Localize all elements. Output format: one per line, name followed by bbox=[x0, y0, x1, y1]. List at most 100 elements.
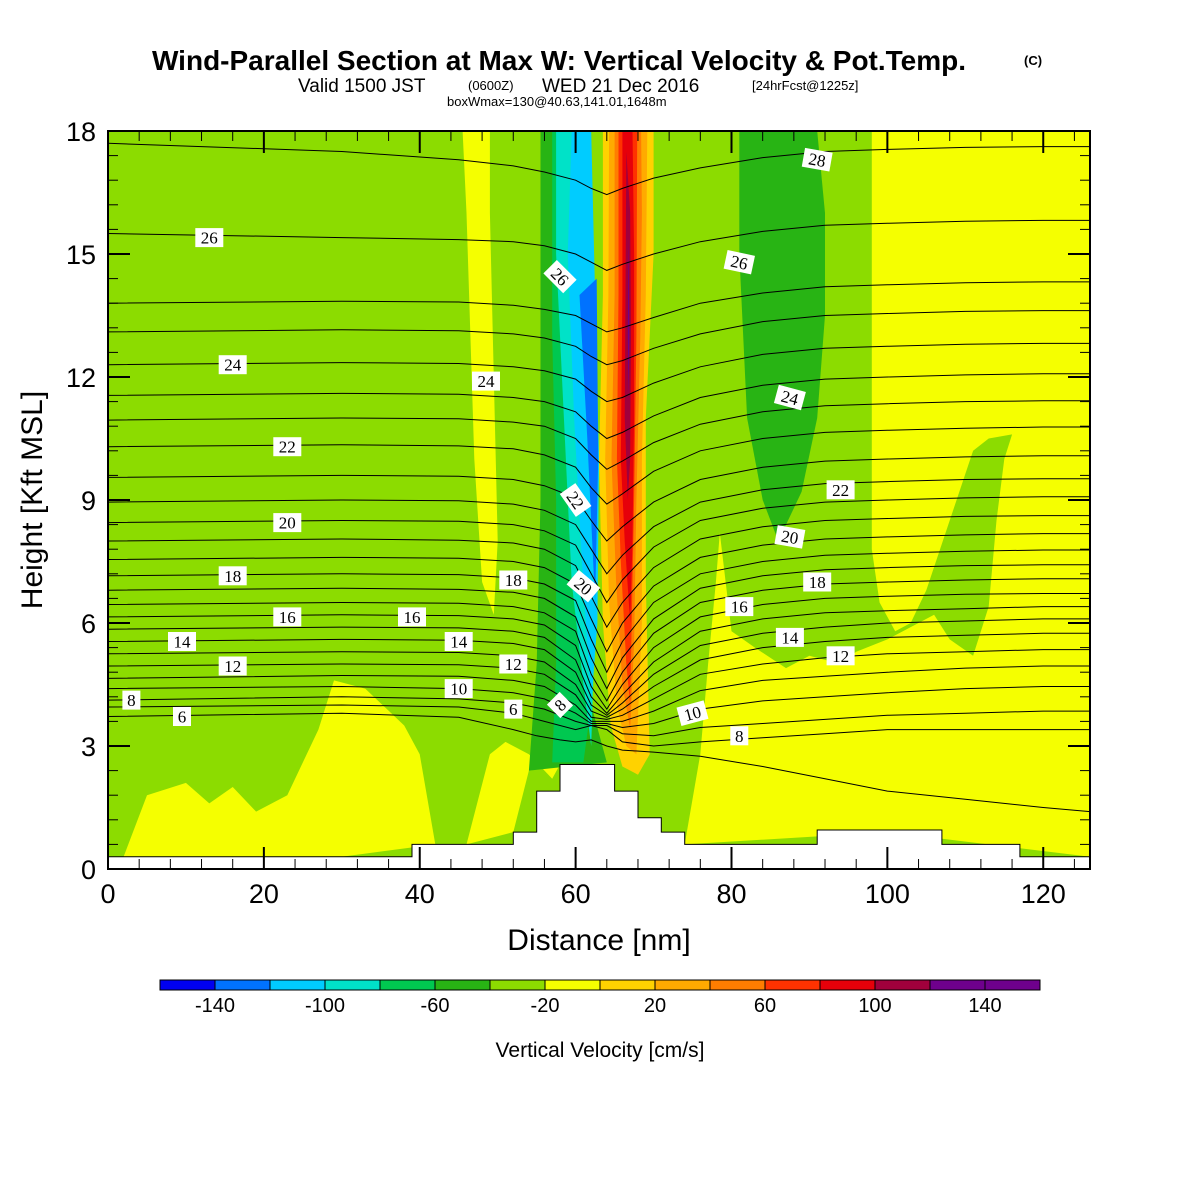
theta-label-1: 8 bbox=[122, 690, 141, 710]
theta-label-12: 10 bbox=[444, 679, 473, 699]
theta-contour-line-8 bbox=[108, 606, 1090, 714]
colorbar-bin bbox=[984, 979, 1041, 991]
theta-label-text: 16 bbox=[731, 598, 748, 617]
theta-label-box bbox=[218, 656, 247, 676]
theta-label-text: 6 bbox=[178, 708, 187, 727]
velocity-region-10 bbox=[579, 278, 599, 603]
theta-contour-line-21 bbox=[108, 342, 1090, 403]
theta-contour-line-13 bbox=[108, 533, 1090, 653]
theta-contour-line-25 bbox=[108, 142, 1090, 196]
theta-label-29: 24 bbox=[773, 384, 806, 411]
y-tick-label: 0 bbox=[81, 855, 96, 885]
theta-label-box bbox=[773, 384, 806, 411]
velocity-region-17 bbox=[627, 233, 630, 398]
colorbar-label: 60 bbox=[754, 995, 776, 1017]
colorbar-bin bbox=[489, 979, 546, 991]
theta-label-text: 24 bbox=[224, 356, 242, 375]
theta-label-box bbox=[273, 607, 302, 627]
theta-label-9: 26 bbox=[195, 228, 224, 248]
theta-label-10: 16 bbox=[398, 607, 426, 627]
theta-label-2: 14 bbox=[168, 632, 196, 652]
colorbar-bin bbox=[379, 979, 436, 991]
theta-contour-line-11 bbox=[108, 564, 1090, 690]
theta-label-box bbox=[725, 597, 754, 617]
theta-label-30: 26 bbox=[723, 249, 755, 275]
theta-label-text: 26 bbox=[201, 229, 218, 248]
axis-ticks bbox=[107, 130, 1090, 870]
theta-contour-line-12 bbox=[108, 549, 1090, 674]
theta-label-box bbox=[566, 569, 601, 603]
colorbar-bin bbox=[269, 979, 326, 991]
colorbar-label: 100 bbox=[858, 995, 891, 1017]
copyright-mark: (C) bbox=[1024, 53, 1042, 68]
colorbar-bin bbox=[654, 979, 711, 991]
theta-label-25: 12 bbox=[826, 646, 855, 666]
terrain-profile bbox=[108, 764, 1090, 869]
theta-label-16: 24 bbox=[472, 371, 500, 391]
velocity-region-1 bbox=[123, 680, 436, 857]
theta-contour-line-16 bbox=[108, 478, 1090, 575]
theta-contour-line-7 bbox=[108, 618, 1090, 716]
theta-label-text: 16 bbox=[404, 608, 421, 627]
theta-label-text: 12 bbox=[505, 655, 522, 674]
theta-label-box bbox=[774, 525, 806, 549]
velocity-region-5 bbox=[528, 131, 607, 771]
theta-label-text: 12 bbox=[832, 647, 849, 666]
theta-label-box bbox=[775, 627, 804, 647]
colorbar-bin bbox=[599, 979, 656, 991]
theta-label-17: 8 bbox=[546, 691, 574, 719]
colorbar-bin bbox=[764, 979, 821, 991]
theta-label-box bbox=[504, 699, 523, 719]
theta-label-text: 24 bbox=[779, 387, 801, 410]
colorbar-bin bbox=[434, 979, 491, 991]
theta-label-27: 20 bbox=[774, 525, 806, 549]
theta-contours bbox=[108, 142, 1090, 813]
theta-label-box bbox=[543, 259, 577, 294]
terrain bbox=[108, 764, 1090, 869]
theta-label-text: 14 bbox=[174, 633, 192, 652]
colorbar-bin bbox=[544, 979, 601, 991]
theta-label-box bbox=[173, 707, 191, 726]
velocity-field bbox=[108, 131, 1090, 857]
chart-title: Wind-Parallel Section at Max W: Vertical… bbox=[152, 45, 966, 76]
theta-label-box bbox=[826, 480, 855, 500]
theta-label-box bbox=[499, 654, 528, 674]
theta-label-4: 18 bbox=[218, 566, 247, 586]
theta-label-box bbox=[676, 700, 709, 726]
y-tick-labels: 0 3 6 9 12 15 18 bbox=[66, 117, 96, 885]
theta-label-box bbox=[444, 679, 473, 699]
x-tick-label: 20 bbox=[249, 879, 279, 909]
colorbar-label: -140 bbox=[195, 995, 235, 1017]
theta-label-box bbox=[546, 691, 574, 719]
theta-label-text: 14 bbox=[781, 628, 799, 647]
theta-contour-line-9 bbox=[108, 593, 1090, 711]
theta-label-text: 18 bbox=[224, 567, 241, 586]
theta-contour-line-17 bbox=[108, 455, 1090, 542]
colorbar-bin bbox=[929, 979, 986, 991]
x-axis-title: Distance [nm] bbox=[507, 924, 690, 957]
theta-label-8: 24 bbox=[218, 355, 247, 375]
theta-contour-line-19 bbox=[108, 400, 1090, 470]
valid-time-utc: (0600Z) bbox=[468, 78, 514, 93]
theta-label-13: 6 bbox=[504, 699, 523, 719]
valid-date: WED 21 Dec 2016 bbox=[542, 76, 699, 97]
theta-label-text: 22 bbox=[279, 438, 296, 457]
theta-label-box bbox=[499, 570, 528, 590]
y-tick-label: 6 bbox=[81, 609, 96, 639]
theta-label-box bbox=[472, 371, 500, 391]
theta-contour-line-1 bbox=[108, 704, 1090, 747]
theta-label-text: 10 bbox=[450, 680, 467, 699]
x-tick-label: 40 bbox=[405, 879, 435, 909]
y-tick-label: 15 bbox=[66, 240, 96, 270]
x-tick-label: 100 bbox=[865, 879, 910, 909]
forecast-info: [24hrFcst@1225z] bbox=[752, 78, 858, 93]
theta-label-15: 18 bbox=[499, 570, 528, 590]
valid-time: Valid 1500 JST bbox=[298, 76, 426, 97]
colorbar-labels: -140 -100 -60 -20 20 60 100 140 bbox=[195, 995, 1002, 1017]
theta-label-5: 16 bbox=[273, 607, 302, 627]
theta-label-26: 18 bbox=[803, 572, 832, 592]
theta-label-box bbox=[218, 566, 247, 586]
theta-label-21: 10 bbox=[676, 700, 709, 726]
theta-label-0: 6 bbox=[173, 707, 191, 727]
